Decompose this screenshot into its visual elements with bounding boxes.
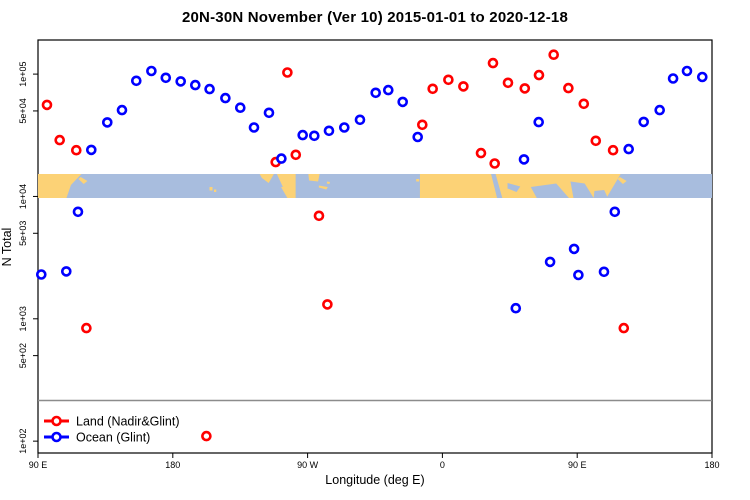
y-tick-label: 1e+05 bbox=[18, 61, 28, 86]
data-point bbox=[235, 102, 246, 113]
data-point bbox=[41, 99, 53, 111]
legend-symbols bbox=[44, 415, 69, 443]
data-point bbox=[412, 131, 424, 143]
data-point bbox=[322, 299, 333, 310]
data-point bbox=[308, 130, 320, 142]
data-point bbox=[518, 154, 530, 165]
data-point bbox=[282, 67, 293, 78]
data-point bbox=[248, 122, 260, 133]
data-point bbox=[71, 144, 82, 156]
data-point bbox=[160, 72, 172, 84]
data-point bbox=[86, 144, 97, 156]
data-point bbox=[458, 81, 469, 92]
y-tick-label: 1e+02 bbox=[18, 429, 28, 454]
data-point bbox=[598, 266, 610, 278]
plot-border bbox=[37, 39, 713, 454]
data-point bbox=[568, 243, 580, 255]
y-tick-label: 1e+03 bbox=[18, 306, 28, 331]
data-point bbox=[146, 65, 157, 77]
data-point bbox=[290, 149, 302, 161]
y-tick-label: 5e+04 bbox=[18, 98, 28, 123]
page-title: 20N-30N November (Ver 10) 2015-01-01 to … bbox=[181, 9, 569, 26]
data-point bbox=[175, 76, 186, 87]
legend-marker bbox=[51, 431, 62, 443]
data-point bbox=[220, 92, 231, 104]
y-axis-ticks: 1e+05 5e+04 1e+04 5e+03 1e+03 5e+02 1e+02 bbox=[18, 61, 38, 454]
data-point bbox=[102, 117, 113, 128]
map-ocean-cutouts bbox=[273, 174, 608, 198]
x-tick-label: 90 W bbox=[297, 460, 319, 470]
data-point bbox=[578, 98, 590, 110]
data-point bbox=[190, 79, 201, 91]
data-point bbox=[548, 49, 560, 61]
data-point bbox=[323, 125, 335, 137]
x-tick-label: 0 bbox=[440, 460, 445, 470]
data-point bbox=[618, 322, 630, 334]
data-point bbox=[609, 206, 621, 218]
data-point bbox=[502, 77, 514, 89]
y-tick-label: 5e+02 bbox=[18, 343, 28, 368]
data-point bbox=[354, 114, 366, 126]
x-axis-title: Longitude (deg E) bbox=[325, 473, 425, 487]
y-tick-label: 5e+03 bbox=[18, 221, 28, 246]
data-point bbox=[54, 134, 66, 146]
data-point bbox=[681, 65, 693, 77]
data-point bbox=[427, 83, 439, 95]
data-point bbox=[297, 129, 309, 141]
data-point bbox=[475, 147, 487, 159]
data-point bbox=[489, 158, 501, 169]
map-land bbox=[38, 174, 627, 198]
data-point bbox=[654, 104, 666, 116]
data-point bbox=[116, 104, 128, 116]
x-tick-label: 90 E bbox=[29, 460, 48, 470]
data-point bbox=[276, 153, 287, 164]
data-point bbox=[667, 73, 679, 84]
data-point bbox=[533, 116, 545, 128]
data-point bbox=[370, 87, 382, 99]
data-point bbox=[638, 116, 650, 128]
data-point bbox=[544, 256, 556, 268]
data-point bbox=[61, 266, 72, 277]
x-tick-label: 180 bbox=[165, 460, 180, 470]
data-points bbox=[35, 49, 708, 442]
data-point bbox=[338, 122, 350, 133]
data-point bbox=[696, 71, 708, 83]
data-point bbox=[382, 84, 394, 96]
data-point bbox=[397, 96, 409, 108]
legend-marker bbox=[51, 415, 62, 427]
x-axis-ticks: 90 E 180 90 W 0 90 E 180 bbox=[29, 453, 720, 470]
data-point bbox=[201, 430, 212, 442]
world-map-strip bbox=[38, 174, 712, 198]
x-tick-label: 180 bbox=[704, 460, 719, 470]
legend-label-ocean: Ocean (Glint) bbox=[76, 431, 150, 445]
data-point bbox=[416, 119, 428, 131]
data-point bbox=[519, 83, 531, 94]
data-point bbox=[487, 57, 499, 69]
data-point bbox=[590, 135, 602, 147]
data-point bbox=[533, 69, 545, 81]
y-tick-label: 1e+04 bbox=[18, 184, 28, 209]
x-tick-label: 90 E bbox=[568, 460, 587, 470]
data-point bbox=[313, 210, 325, 222]
data-point bbox=[35, 269, 47, 280]
data-point bbox=[607, 144, 619, 156]
data-point bbox=[72, 206, 84, 218]
data-point bbox=[623, 143, 635, 155]
data-point bbox=[563, 82, 574, 94]
data-point bbox=[573, 269, 584, 281]
data-point bbox=[510, 302, 522, 314]
data-point bbox=[443, 74, 454, 86]
legend-label-land: Land (Nadir&Glint) bbox=[76, 415, 180, 429]
data-point bbox=[263, 107, 275, 119]
data-point bbox=[204, 83, 215, 95]
data-point bbox=[131, 75, 142, 87]
data-point bbox=[81, 322, 92, 334]
